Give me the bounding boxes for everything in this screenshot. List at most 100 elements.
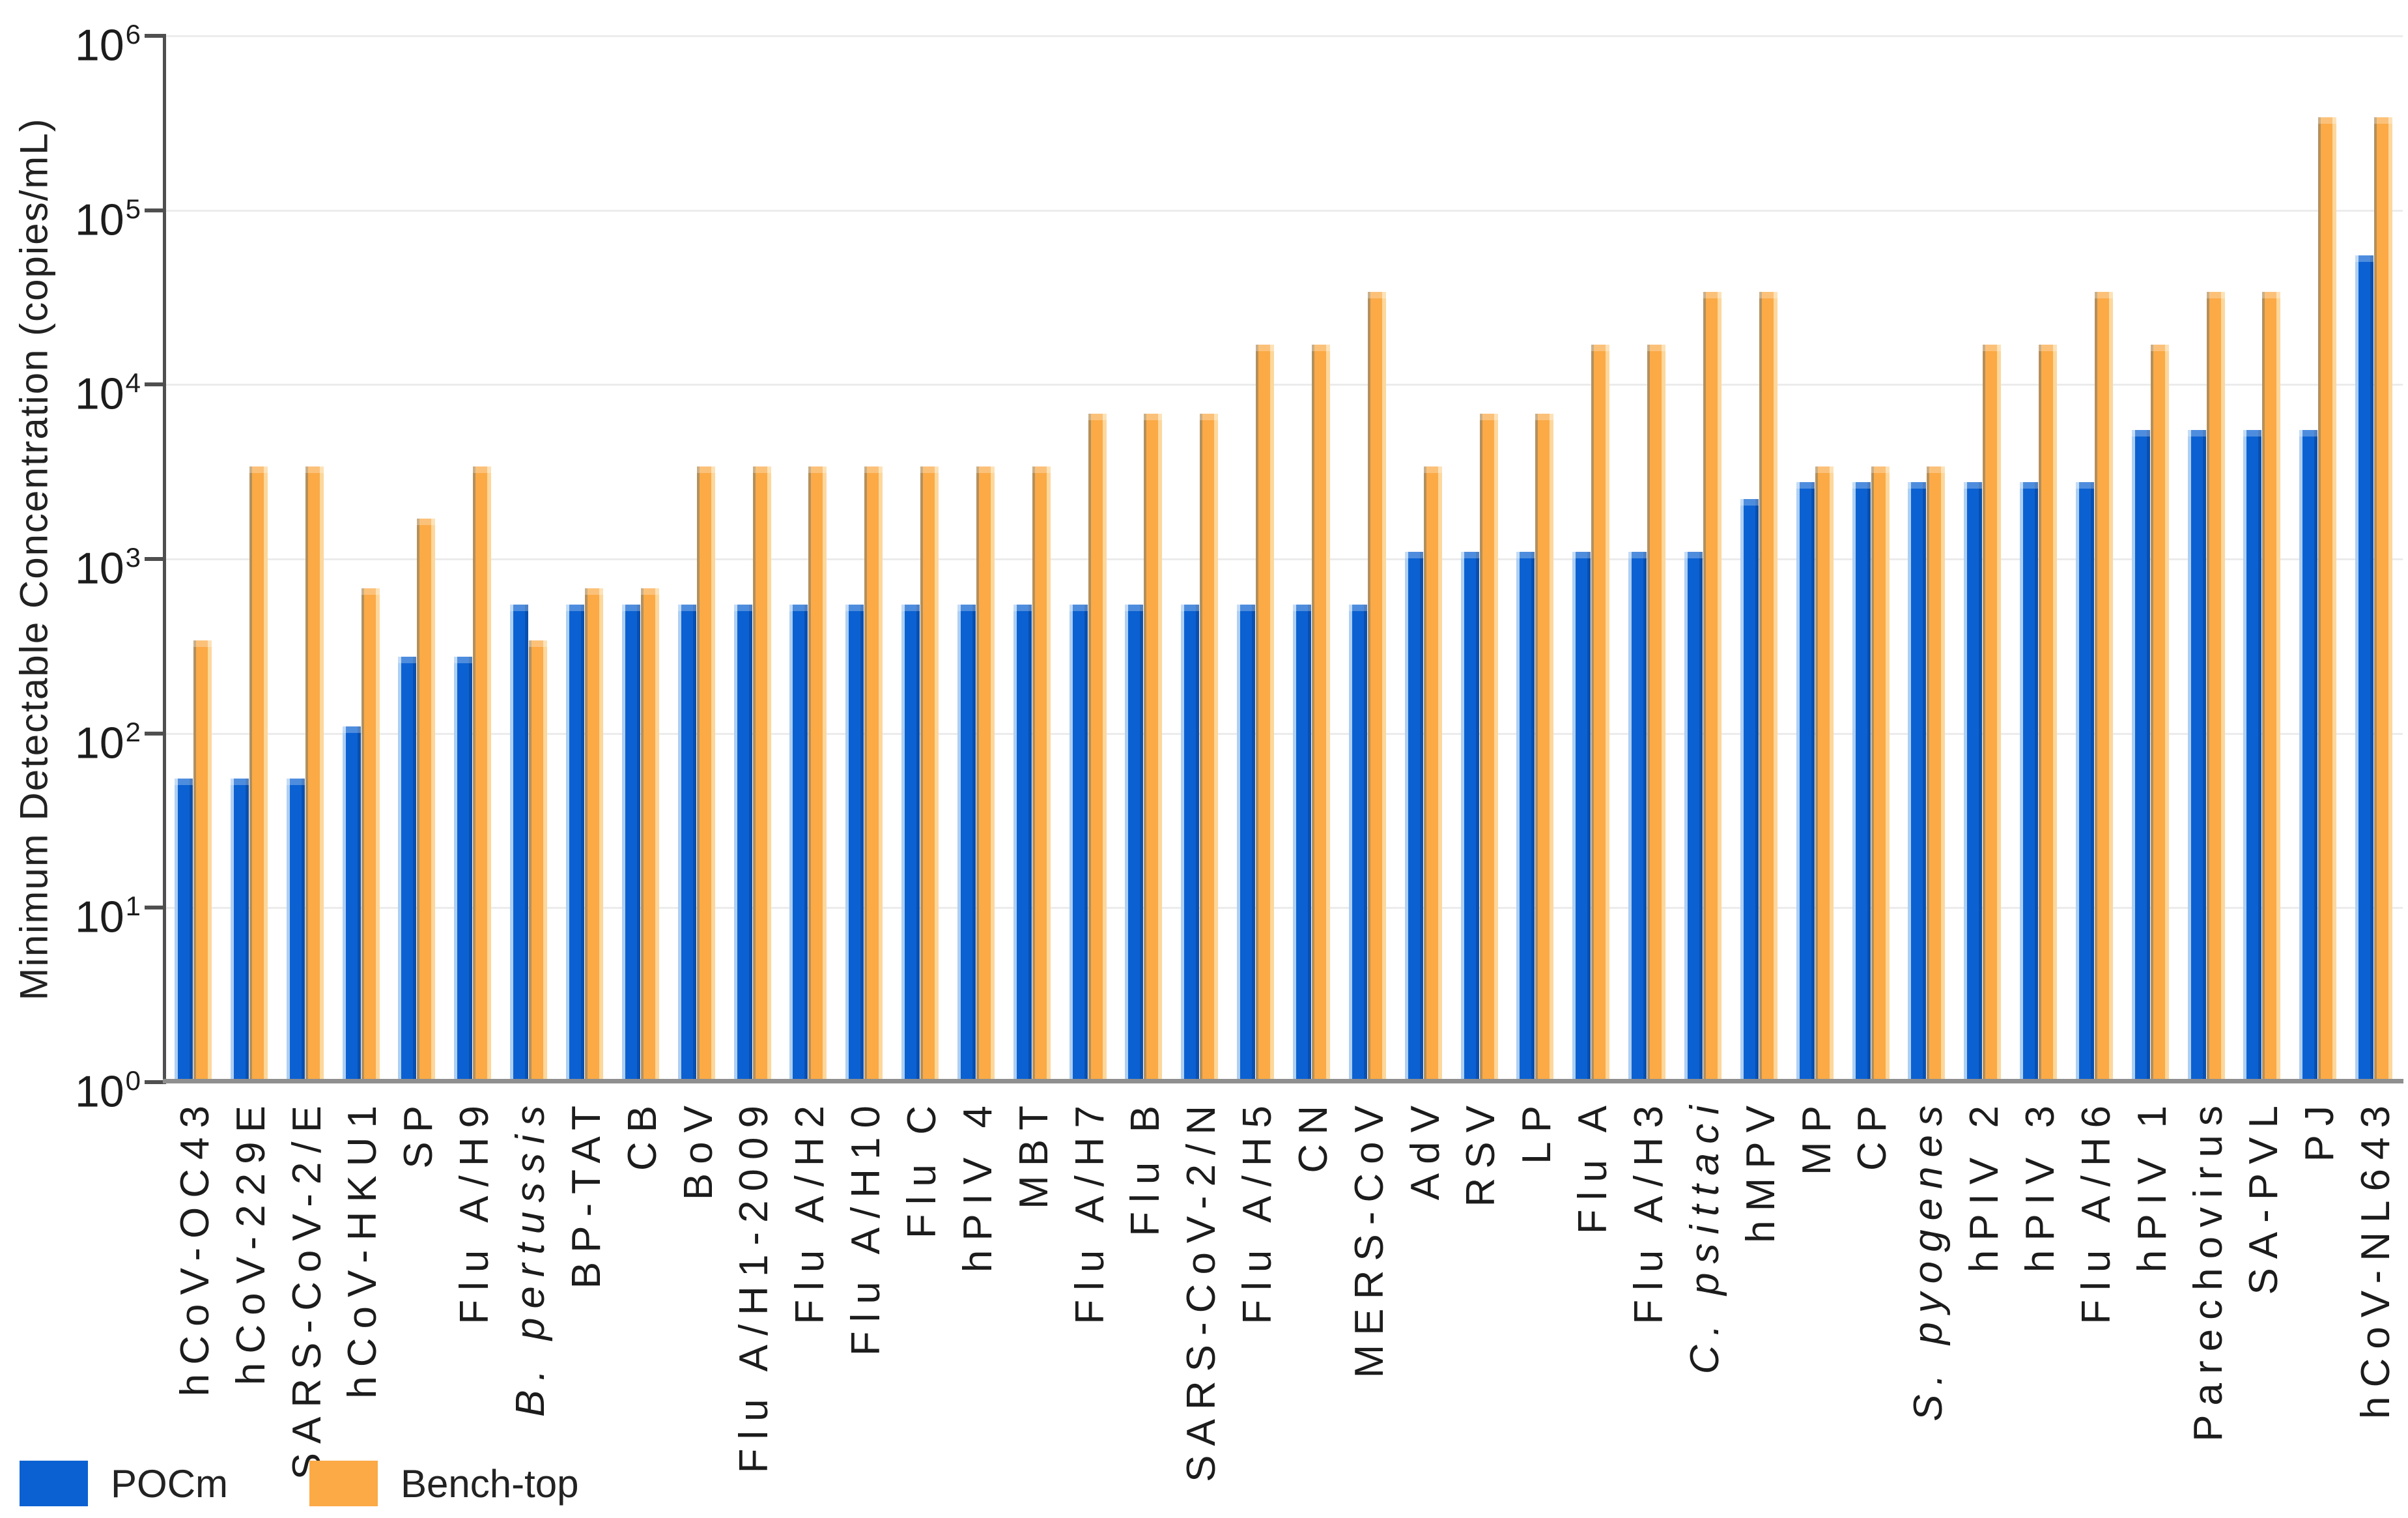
bar-bench-top-flu-a-h9 (473, 466, 492, 1082)
bar-bench-top-sars-cov-2-e (305, 466, 324, 1082)
x-label-c-psittaci: C. psittaci (1682, 1096, 1727, 1375)
gridline-10e5 (166, 209, 2403, 212)
x-label-flu-c: Flu C (899, 1096, 944, 1239)
bar-bench-top-hpiv-1 (2150, 344, 2169, 1082)
bar-pocm-cp (1852, 482, 1871, 1082)
bar-pocm-cb (621, 604, 640, 1082)
x-label-parechovirus: Parechovirus (2185, 1096, 2231, 1442)
bar-bench-top-mbt (1032, 466, 1051, 1082)
bar-bench-top-mp (1815, 466, 1834, 1082)
x-label-hpiv-2: hPIV 2 (1962, 1096, 2007, 1273)
x-label-rsv: RSV (1458, 1096, 1504, 1207)
bar-bench-top-sa-pvl (2262, 292, 2281, 1082)
bar-bench-top-bp-tat (584, 588, 603, 1082)
bar-bench-top-cb (640, 588, 659, 1082)
bar-pocm-lp (1516, 551, 1535, 1082)
y-tick-label-10e4: 104 (75, 367, 141, 419)
y-tick-label-10e1: 101 (75, 891, 141, 942)
y-tick-label-10e5: 105 (75, 193, 141, 245)
x-label-hpiv-1: hPIV 1 (2129, 1096, 2175, 1273)
bar-bench-top-flu-a-h10 (864, 466, 883, 1082)
x-label-sa-pvl: SA-PVL (2241, 1096, 2287, 1295)
bar-bench-top-hcov-nl643 (2374, 117, 2393, 1082)
x-label-mbt: MBT (1011, 1096, 1056, 1209)
bar-bench-top-flu-b (1144, 414, 1163, 1082)
x-label-sp: SP (396, 1096, 442, 1169)
x-label-hpiv-4: hPIV 4 (955, 1096, 1000, 1273)
bar-pocm-hpiv-4 (957, 604, 976, 1082)
x-label-b-pertussis: B. pertussis (508, 1096, 554, 1417)
bar-pocm-flu-a (1572, 551, 1591, 1082)
bar-pocm-flu-a-h1-2009 (733, 604, 752, 1082)
x-label-adv: AdV (1402, 1096, 1448, 1201)
x-label-bp-tat: BP-TAT (563, 1096, 609, 1289)
x-label-hcov-nl643: hCoV-NL643 (2353, 1096, 2399, 1420)
legend: POCm Bench-top (20, 1461, 579, 1506)
bar-pocm-parechovirus (2187, 429, 2206, 1082)
x-label-sars-cov-2-n: SARS-CoV-2/N (1179, 1096, 1225, 1482)
bar-bench-top-s-pyogenes (1927, 466, 1946, 1082)
gridline-10e2 (166, 732, 2403, 735)
bar-pocm-flu-a-h2 (789, 604, 808, 1082)
y-tick-label-10e2: 102 (75, 716, 141, 768)
bar-pocm-hmpv (1740, 499, 1759, 1082)
bar-pocm-hpiv-2 (1964, 482, 1983, 1082)
x-axis-labels: hCoV-OC43 hCoV-229E SARS-CoV-2/E hCoV-HKU1 S… (166, 1096, 2403, 1517)
x-label-flu-a-h6: Flu A/H6 (2073, 1096, 2119, 1325)
gridline-10e6 (166, 35, 2403, 37)
bar-bench-top-hcov-hku1 (361, 588, 380, 1082)
bar-pocm-flu-a-h9 (454, 657, 473, 1082)
y-axis-line (163, 36, 166, 1083)
bar-pocm-s-pyogenes (1908, 482, 1927, 1082)
x-label-lp: LP (1514, 1096, 1560, 1164)
x-label-flu-a: Flu A (1570, 1096, 1616, 1235)
bar-bench-top-bov (696, 466, 715, 1082)
legend-label-pocm: POCm (111, 1461, 228, 1506)
bar-pocm-sars-cov-2-n (1181, 604, 1200, 1082)
bar-bench-top-flu-a (1591, 344, 1610, 1082)
y-tick-label-10e6: 106 (75, 18, 141, 70)
x-label-hcov-229e: hCoV-229E (228, 1096, 274, 1386)
bar-pocm-mers-cov (1348, 604, 1367, 1082)
x-label-hpiv-3: hPIV 3 (2017, 1096, 2063, 1273)
gridline-10e3 (166, 558, 2403, 560)
bar-pocm-pj (2299, 429, 2318, 1082)
bar-bench-top-flu-a-h6 (2094, 292, 2113, 1082)
bar-pocm-hpiv-3 (2020, 482, 2039, 1082)
x-label-cp: CP (1850, 1096, 1895, 1171)
bar-pocm-flu-c (901, 604, 920, 1082)
bar-bench-top-b-pertussis (529, 640, 548, 1082)
legend-swatch-pocm (20, 1461, 88, 1506)
x-axis-line (163, 1079, 2403, 1083)
y-tick-mark-10e1 (145, 906, 166, 910)
y-tick-mark-10e3 (145, 557, 166, 561)
bar-bench-top-sp (417, 519, 436, 1082)
y-tick-mark-10e6 (145, 34, 166, 38)
bar-bench-top-flu-a-h5 (1256, 344, 1275, 1082)
bar-bench-top-adv (1423, 466, 1442, 1082)
x-label-cb: CB (619, 1096, 665, 1171)
x-label-flu-a-h10: Flu A/H10 (843, 1096, 889, 1356)
bar-pocm-flu-a-h6 (2075, 482, 2094, 1082)
bar-bench-top-hpiv-4 (976, 466, 995, 1082)
legend-item-benchtop: Bench-top (309, 1461, 579, 1506)
bar-bench-top-parechovirus (2206, 292, 2225, 1082)
x-label-sars-cov-2-e: SARS-CoV-2/E (284, 1096, 330, 1480)
bar-pocm-sars-cov-2-e (286, 779, 305, 1082)
bar-pocm-c-psittaci (1684, 551, 1703, 1082)
legend-label-benchtop: Bench-top (401, 1461, 579, 1506)
bar-pocm-b-pertussis (510, 604, 529, 1082)
bar-pocm-mbt (1013, 604, 1032, 1082)
bar-bench-top-c-psittaci (1703, 292, 1721, 1082)
bar-pocm-hcov-nl643 (2355, 255, 2374, 1082)
y-tick-mark-10e4 (145, 382, 166, 387)
y-tick-mark-10e5 (145, 208, 166, 212)
bar-pocm-hpiv-1 (2131, 429, 2150, 1082)
x-label-flu-a-h7: Flu A/H7 (1067, 1096, 1112, 1325)
bar-bench-top-sars-cov-2-n (1200, 414, 1219, 1082)
bar-bench-top-flu-a-h2 (808, 466, 827, 1082)
bar-bench-top-hcov-229e (249, 466, 268, 1082)
bar-pocm-flu-b (1125, 604, 1144, 1082)
bar-bench-top-flu-a-h3 (1647, 344, 1666, 1082)
